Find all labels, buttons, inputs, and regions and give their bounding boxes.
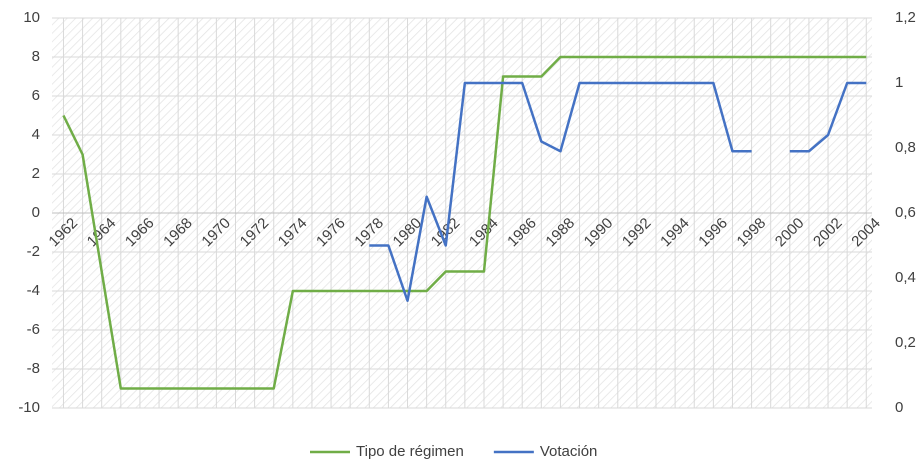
y-tick-label: -2 [27, 243, 40, 260]
y2-tick-label: 0,4 [895, 269, 916, 286]
y2-tick-label: 1 [895, 74, 903, 91]
y2-tick-label: 0,8 [895, 139, 916, 156]
y-tick-label: 0 [32, 204, 40, 221]
y-tick-label: -6 [27, 321, 40, 338]
series-line [789, 81, 867, 153]
series-line [369, 81, 752, 302]
y2-tick-label: 0,6 [895, 204, 916, 221]
y-tick-label: 4 [32, 126, 40, 143]
y2-tick-label: 1,2 [895, 9, 916, 26]
series-line [62, 55, 867, 390]
legend-label: Tipo de régimen [356, 443, 464, 460]
y-tick-label: 6 [32, 87, 40, 104]
y-tick-label: 8 [32, 48, 40, 65]
y-tick-label: 2 [32, 165, 40, 182]
y2-tick-label: 0,2 [895, 334, 916, 351]
y-tick-label: -4 [27, 282, 40, 299]
y2-tick-label: 0 [895, 399, 903, 416]
y-tick-label: 10 [23, 9, 40, 26]
y-tick-label: -8 [27, 360, 40, 377]
y-tick-label: -10 [18, 399, 40, 416]
legend-label: Votación [540, 443, 598, 460]
